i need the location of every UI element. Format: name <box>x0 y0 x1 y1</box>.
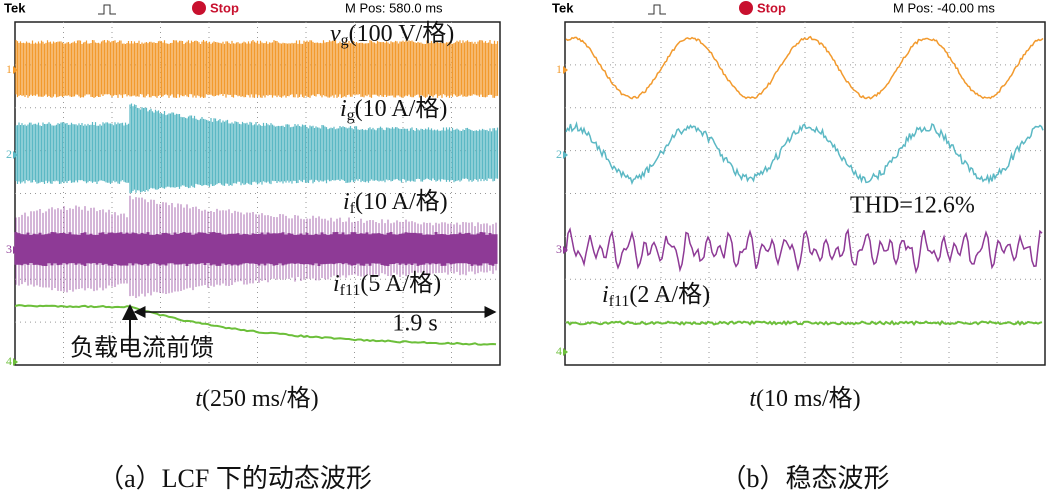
channel-marker: 2 <box>556 147 562 161</box>
brand: Tek <box>4 0 26 15</box>
stop-icon <box>739 1 753 15</box>
channel-arrow <box>563 348 568 356</box>
caption: （a）LCF 下的动态波形 <box>98 464 372 493</box>
stop-icon <box>192 1 206 15</box>
trace-vg <box>565 35 1044 100</box>
trigger-icon <box>98 4 116 15</box>
position: M Pos: 580.0 ms <box>345 0 443 15</box>
trace-ig <box>15 103 499 194</box>
interval-label: 1.9 s <box>392 311 437 337</box>
channel-arrow <box>13 358 18 366</box>
trace-label: vg(100 V/格) <box>330 20 454 49</box>
position: M Pos: -40.00 ms <box>893 0 995 15</box>
brand: Tek <box>552 0 574 15</box>
thd-label: THD=12.6% <box>850 193 975 219</box>
trace-if-core <box>14 232 498 266</box>
channel-arrow <box>563 66 568 74</box>
channel-marker: 4 <box>6 354 12 368</box>
x-axis-label: t(10 ms/格) <box>749 385 860 412</box>
channel-marker: 4 <box>556 344 562 358</box>
trace-if11 <box>15 304 497 346</box>
trace-label: if11(2 A/格) <box>602 281 710 310</box>
status: Stop <box>757 0 786 15</box>
trace-if <box>565 226 1043 275</box>
channel-marker: 1 <box>556 62 562 76</box>
channel-marker: 2 <box>6 147 12 161</box>
channel-arrow <box>563 151 568 159</box>
trace-label: ig(10 A/格) <box>340 95 447 124</box>
trace-label: if(10 A/格) <box>343 188 448 217</box>
channel-marker: 3 <box>6 242 12 256</box>
status: Stop <box>210 0 239 15</box>
channel-marker: 3 <box>556 242 562 256</box>
trace-label: if11(5 A/格) <box>333 270 441 299</box>
trace-vg <box>15 40 499 98</box>
caption: （b）稳态波形 <box>720 464 889 493</box>
channel-marker: 1 <box>6 62 12 76</box>
x-axis-label: t(250 ms/格) <box>195 385 318 412</box>
trace-if11 <box>565 319 1043 327</box>
waveforms: 1 2 3 4 1 2 3 4 <box>6 21 1046 368</box>
event-label: 负载电流前馈 <box>70 335 214 362</box>
trace-ig <box>565 120 1044 186</box>
trigger-icon <box>648 4 666 15</box>
